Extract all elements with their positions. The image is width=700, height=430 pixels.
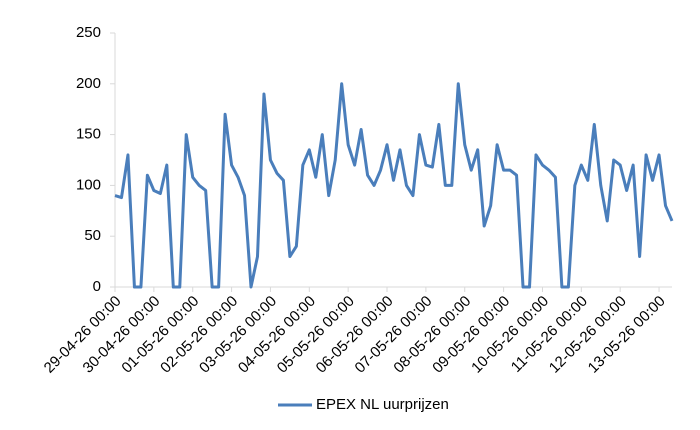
y-tick-label: 200 <box>76 75 101 92</box>
y-tick-label: 250 <box>76 24 101 41</box>
y-tick-label: 150 <box>76 126 101 143</box>
series-line <box>114 82 674 289</box>
y-tick-label: 100 <box>76 176 101 193</box>
y-tick-label: 0 <box>93 278 101 295</box>
legend-label: EPEX NL uurprijzen <box>316 396 449 413</box>
y-tick-label: 50 <box>84 227 101 244</box>
